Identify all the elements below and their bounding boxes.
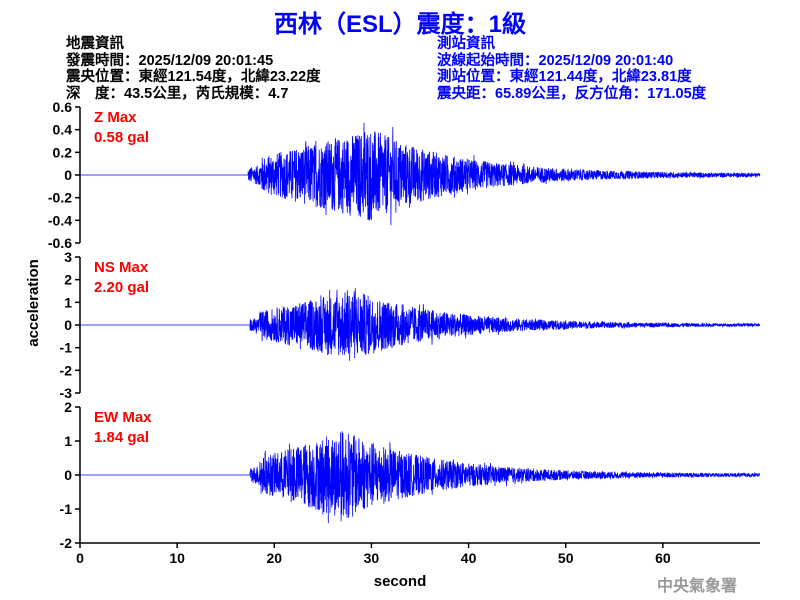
y-tick-label: -0.2 xyxy=(48,190,72,206)
y-tick-label: 0 xyxy=(64,167,72,183)
y-tick-label: 0.2 xyxy=(53,144,73,160)
depth-magnitude: 深 度：43.5公里，芮氏規模：4.7 xyxy=(66,85,289,102)
distance: 震央距：65.89公里，反方位角：171.05度 xyxy=(437,85,707,102)
x-tick-label: 30 xyxy=(364,550,380,566)
y-tick-label: 0.6 xyxy=(53,99,73,115)
agency-watermark: 中央氣象署 xyxy=(657,576,738,595)
x-tick-label: 40 xyxy=(461,550,477,566)
epicenter: 震央位置：東經121.54度，北緯23.22度 xyxy=(66,69,321,85)
y-tick-label: -0.6 xyxy=(48,235,72,251)
y-tick-label: 0.4 xyxy=(53,122,73,138)
y-tick-label: -2 xyxy=(60,535,73,551)
y-tick-label: 2 xyxy=(64,399,72,415)
x-axis-label: second xyxy=(374,573,427,590)
y-tick-label: 1 xyxy=(64,433,72,449)
trace-EW xyxy=(80,431,760,524)
panel-label-Z: Z Max xyxy=(94,109,137,126)
station-location: 測站位置：東經121.44度，北緯23.81度 xyxy=(437,69,692,85)
origin-time: 發震時間：2025/12/09 20:01:45 xyxy=(66,52,274,69)
panel-max-NS: 2.20 gal xyxy=(94,279,149,296)
y-tick-label: 1 xyxy=(64,294,72,310)
wave-start: 波線起始時間：2025/12/09 20:01:40 xyxy=(437,52,674,69)
x-tick-label: 0 xyxy=(76,550,84,566)
y-tick-label: -2 xyxy=(60,362,73,378)
earthquake-info: 地震資訊 發震時間：2025/12/09 20:01:45 震央位置：東經121… xyxy=(66,36,321,102)
panel-label-EW: EW Max xyxy=(94,409,152,426)
y-tick-label: -1 xyxy=(60,340,73,356)
y-tick-label: 0 xyxy=(64,467,72,483)
trace-NS xyxy=(80,288,761,361)
panel-label-NS: NS Max xyxy=(94,259,149,276)
panel-max-Z: 0.58 gal xyxy=(94,129,149,146)
x-tick-label: 20 xyxy=(266,550,282,566)
y-tick-label: -0.4 xyxy=(48,212,72,228)
y-axis-label: acceleration xyxy=(25,259,42,347)
y-tick-label: 0 xyxy=(64,317,72,333)
chart-title: 西林（ESL）震度：1級 xyxy=(273,11,527,38)
y-tick-label: -3 xyxy=(60,385,73,401)
station-info: 測站資訊 波線起始時間：2025/12/09 20:01:40 測站位置：東經1… xyxy=(437,36,706,102)
y-tick-label: -1 xyxy=(60,501,73,517)
panel-max-EW: 1.84 gal xyxy=(94,429,149,446)
x-tick-label: 60 xyxy=(655,550,671,566)
trace-Z xyxy=(80,122,761,226)
station-heading: 測站資訊 xyxy=(437,36,495,52)
x-tick-label: 50 xyxy=(558,550,574,566)
y-tick-label: 2 xyxy=(64,272,72,288)
eq-heading: 地震資訊 xyxy=(66,36,124,52)
x-tick-label: 10 xyxy=(169,550,185,566)
y-tick-label: 3 xyxy=(64,249,72,265)
